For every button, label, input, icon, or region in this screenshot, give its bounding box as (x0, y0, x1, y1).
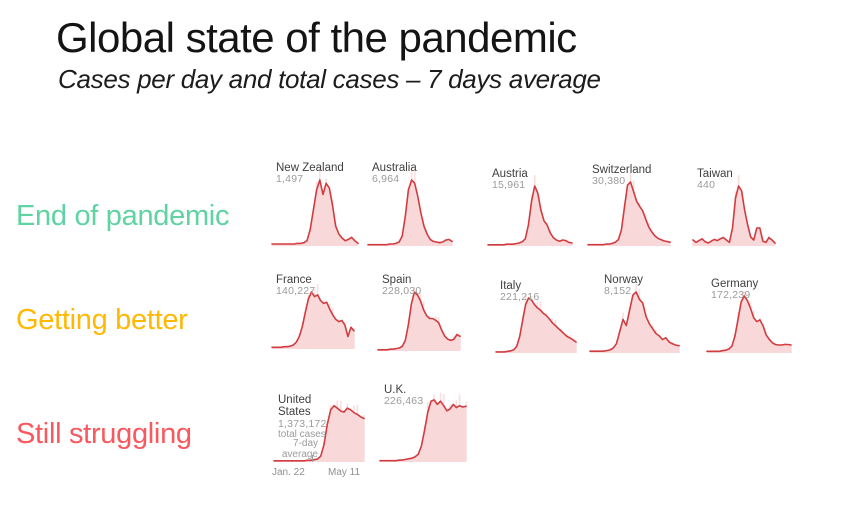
chart-total-value: 1,497 (276, 173, 304, 186)
chart-label: Switzerland 30,380 (592, 164, 651, 188)
minichart-italy: Italy 221,216 (494, 278, 580, 356)
minichart-uk: U.K. 226,463 (378, 382, 470, 482)
page-title: Global state of the pandemic (56, 14, 577, 61)
chart-label: U.K. 226,463 (384, 384, 423, 408)
minichart-united-states: United States 1,373,172 total cases 7-da… (272, 382, 368, 482)
chart-label: New Zealand 1,497 (276, 162, 344, 186)
cases-curve-chart (271, 168, 359, 246)
minichart-austria: Austria 15,961 (486, 166, 576, 250)
cases-curve-chart (692, 175, 776, 246)
chart-total-value: 226,463 (384, 395, 424, 408)
chart-country-name: Norway (604, 274, 643, 286)
minichart-new-zealand: New Zealand 1,497 (270, 160, 362, 250)
minichart-australia: Australia 6,964 (366, 160, 456, 250)
chart-country-name: Spain (382, 274, 412, 286)
cases-curve-chart (706, 291, 792, 354)
chart-country-name: U.K. (384, 384, 407, 396)
chart-total-value: 8,152 (604, 285, 632, 298)
chart-country-name: Taiwan (697, 168, 733, 180)
chart-country-name: Australia (372, 162, 417, 174)
annotation-line: average (281, 449, 318, 460)
chart-total-value: 30,380 (592, 175, 626, 188)
minichart-germany: Germany 172,239 (705, 276, 795, 356)
annotation-tick (312, 455, 313, 462)
chart-label: Austria 15,961 (492, 168, 528, 192)
x-axis-end-label: May 11 (328, 467, 361, 478)
chart-label: Spain 228,030 (382, 274, 421, 298)
cases-curve-chart (379, 392, 467, 462)
chart-country-name: Italy (500, 280, 522, 292)
chart-country-name: Germany (711, 278, 759, 290)
category-label-end-of-pandemic: End of pandemic (16, 200, 230, 232)
minichart-taiwan: Taiwan 440 (691, 166, 779, 250)
chart-label: Norway 8,152 (604, 274, 643, 298)
category-label-getting-better: Getting better (16, 304, 188, 336)
chart-label: France 140,227 (276, 274, 315, 298)
chart-total-value: 228,030 (382, 285, 422, 298)
minichart-spain: Spain 228,030 (376, 272, 464, 354)
chart-label: Australia 6,964 (372, 162, 417, 186)
cases-curve-chart (487, 175, 573, 246)
seven-day-average-annotation: 7-day average (272, 438, 318, 460)
chart-total-value: 221,216 (500, 291, 540, 304)
chart-total-value: 440 (697, 179, 716, 192)
chart-label: Taiwan 440 (697, 168, 733, 192)
chart-total-value: 172,239 (711, 289, 751, 302)
minichart-switzerland: Switzerland 30,380 (586, 162, 674, 250)
chart-total-value: 6,964 (372, 173, 400, 186)
cases-curve-chart (495, 294, 577, 354)
cases-curve-chart (587, 173, 671, 246)
cases-curve-chart (367, 170, 453, 246)
annotation-line: 7-day (292, 438, 318, 449)
chart-label: United States 1,373,172 total cases (278, 394, 336, 441)
chart-country-name: United States (278, 394, 312, 419)
minichart-norway: Norway 8,152 (588, 272, 683, 356)
cases-curve-chart (377, 287, 461, 351)
chart-total-caption: total cases (278, 429, 326, 441)
x-axis-start-label: Jan. 22 (272, 467, 305, 478)
cases-curve-chart (273, 400, 365, 462)
cases-curve-chart (589, 283, 680, 354)
chart-total-value: 15,961 (492, 179, 526, 192)
page-subtitle: Cases per day and total cases – 7 days a… (58, 64, 601, 94)
chart-total-value: 1,373,172 (278, 417, 327, 430)
minichart-france: France 140,227 (270, 272, 358, 352)
chart-country-name: New Zealand (276, 162, 344, 174)
category-label-still-struggling: Still struggling (16, 418, 192, 450)
chart-total-value: 140,227 (276, 285, 316, 298)
cases-curve-chart (271, 284, 355, 350)
chart-country-name: Austria (492, 168, 528, 180)
chart-label: Germany 172,239 (711, 278, 758, 302)
chart-label: Italy 221,216 (500, 280, 539, 304)
chart-country-name: Switzerland (592, 164, 652, 176)
chart-country-name: France (276, 274, 312, 286)
